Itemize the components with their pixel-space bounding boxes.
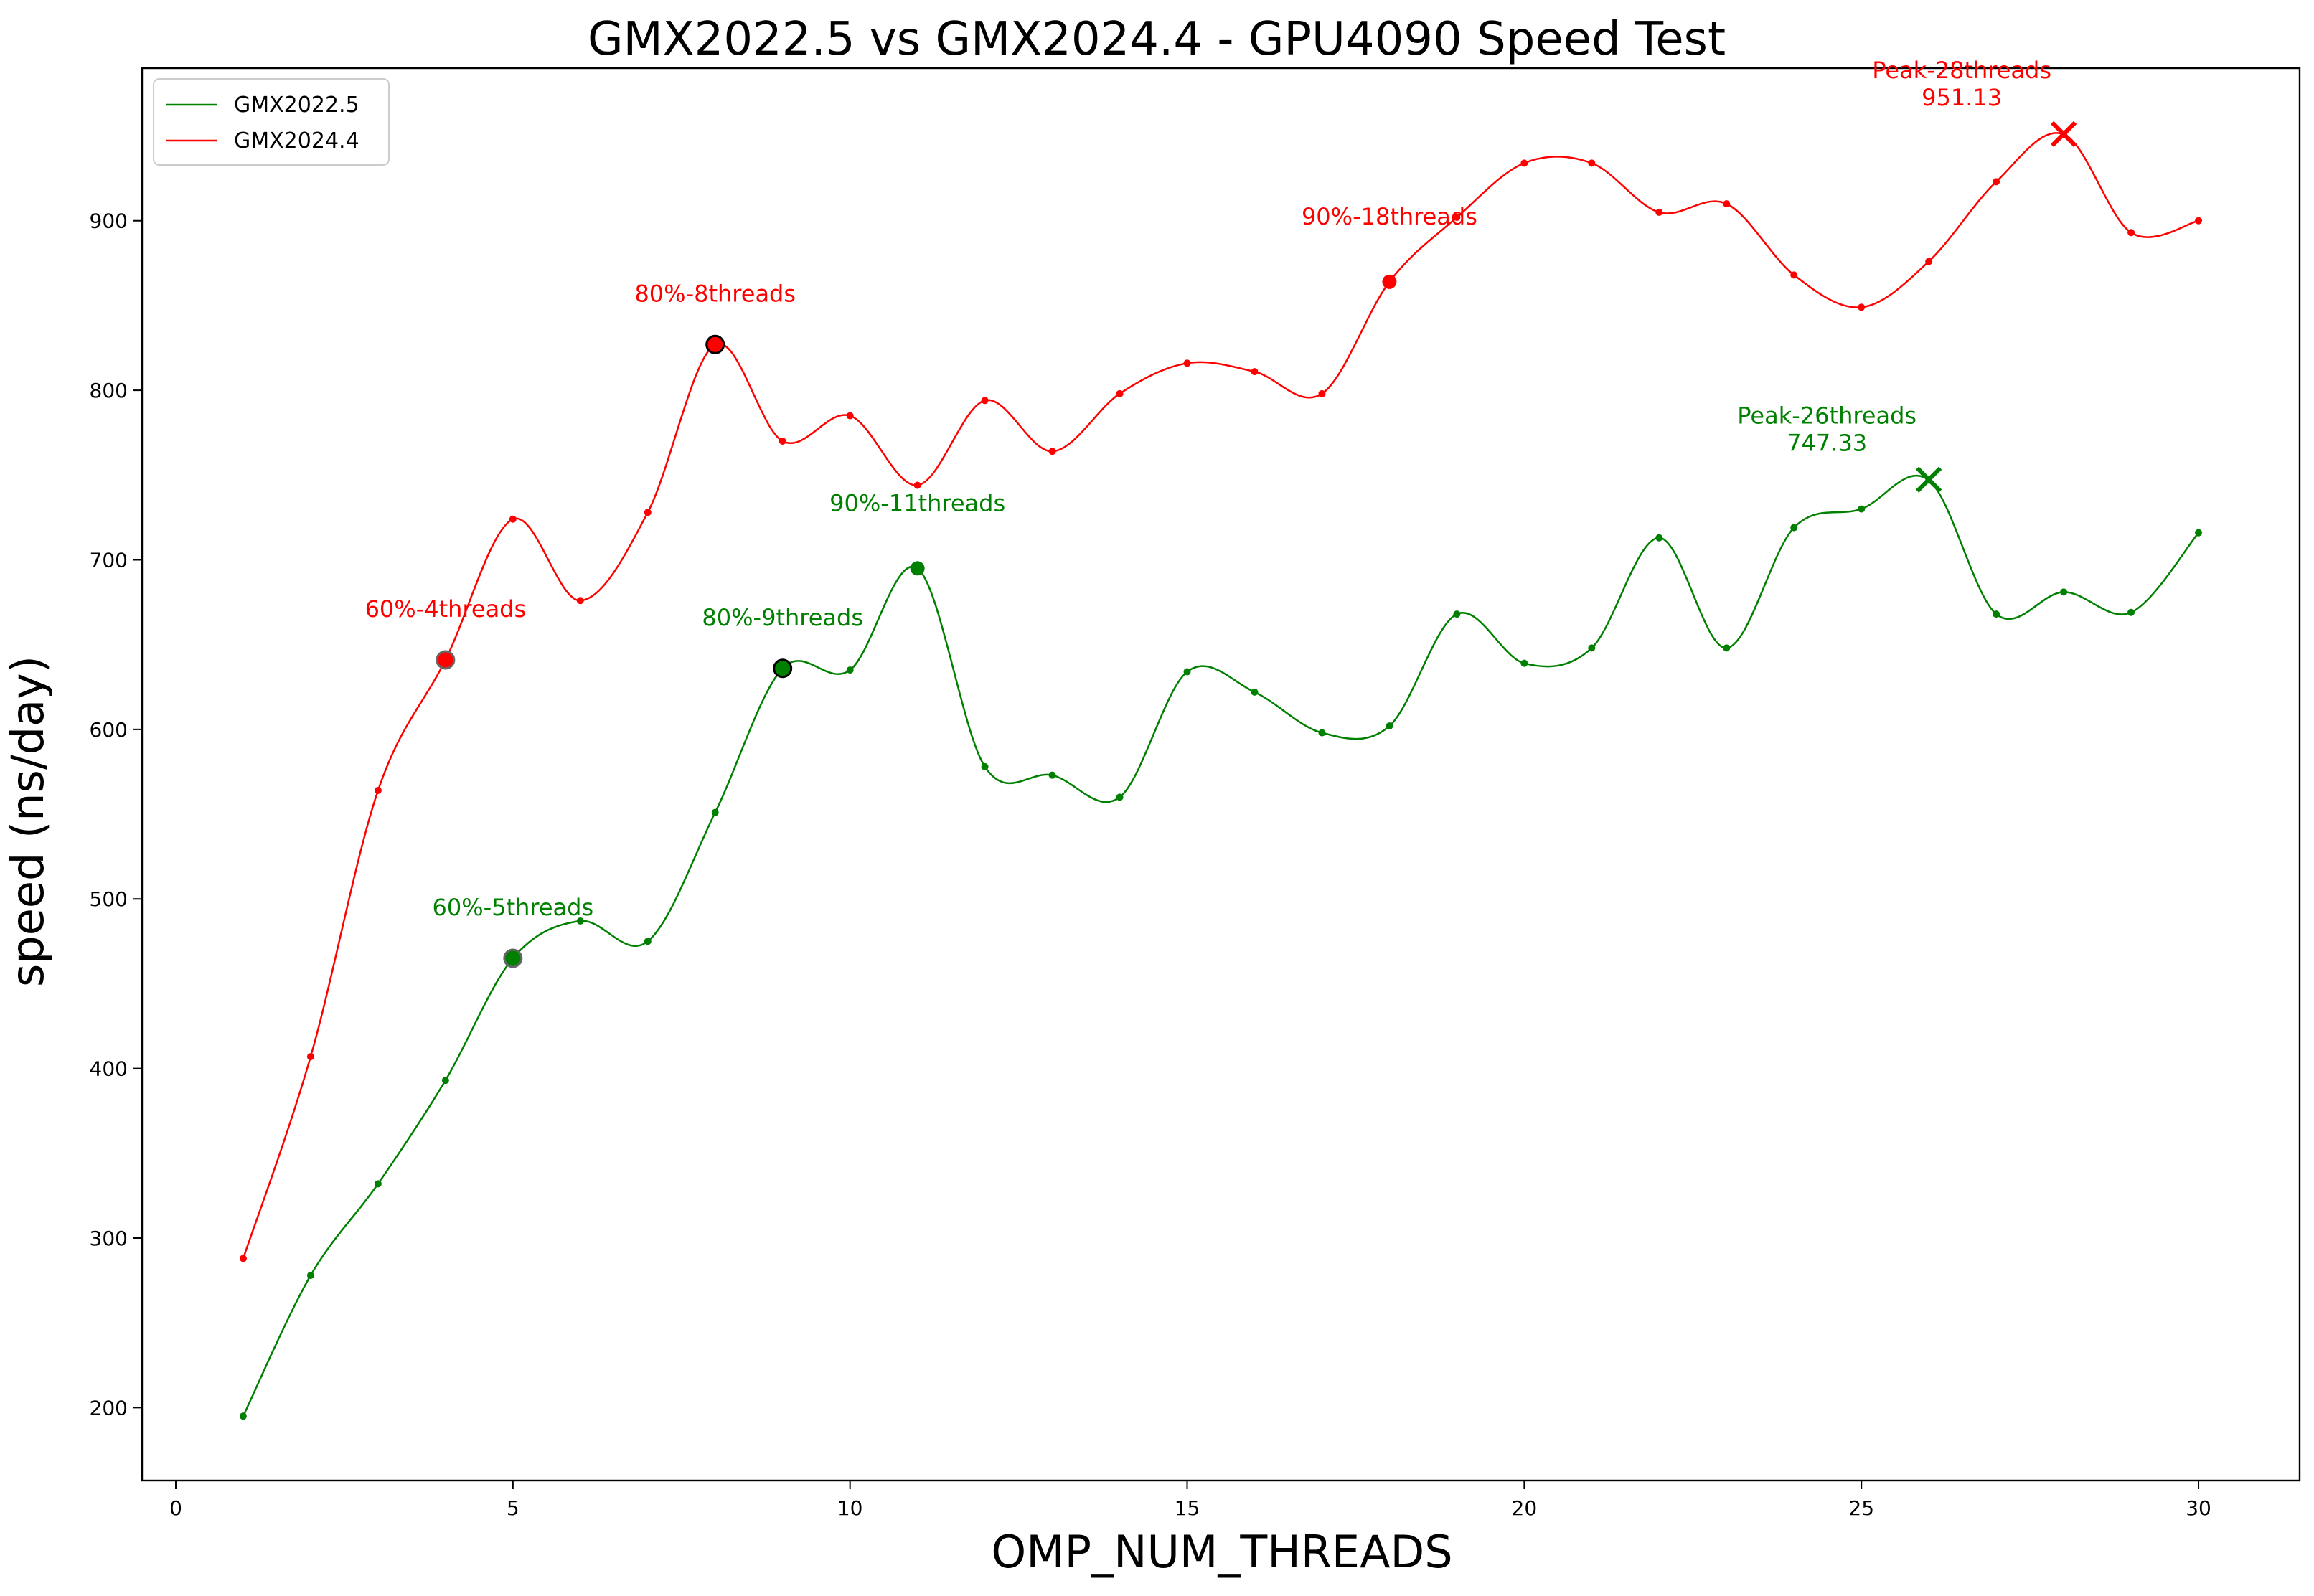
data-point	[2195, 529, 2203, 537]
x-tick-label: 0	[169, 1496, 182, 1520]
data-point	[1183, 668, 1191, 676]
threshold-marker	[910, 561, 925, 576]
annotation-label: 80%-9threads	[702, 604, 863, 631]
data-point	[2060, 588, 2068, 596]
y-tick-label: 800	[90, 379, 128, 402]
annotation-label: Peak-28threads	[1872, 57, 2051, 84]
chart-title: GMX2022.5 vs GMX2024.4 - GPU4090 Speed T…	[588, 13, 1726, 66]
data-point	[1520, 159, 1528, 167]
data-point	[1453, 610, 1461, 618]
y-axis-title: speed (ns/day)	[1, 656, 54, 987]
x-axis-title: OMP_NUM_THREADS	[991, 1526, 1452, 1578]
data-point	[846, 666, 854, 674]
threshold-marker	[705, 334, 725, 354]
data-point	[1048, 771, 1056, 779]
y-tick-label: 400	[90, 1057, 128, 1081]
legend: GMX2022.5 GMX2024.4	[153, 78, 390, 166]
data-point	[1183, 359, 1191, 367]
annotation-label: 60%-4threads	[365, 595, 527, 623]
y-tick-label: 600	[90, 718, 128, 742]
data-point	[1453, 214, 1461, 222]
data-point	[913, 481, 921, 489]
data-point	[576, 917, 584, 925]
x-tick-label: 5	[507, 1496, 519, 1520]
data-point	[1251, 368, 1259, 376]
data-point	[711, 808, 719, 816]
annotation-label: Peak-26threads	[1737, 402, 1916, 430]
data-point	[846, 412, 854, 420]
threshold-marker	[773, 658, 793, 679]
data-point	[1655, 208, 1663, 216]
data-point	[1858, 303, 1866, 311]
data-point	[2127, 229, 2135, 237]
annotation-label: 60%-5threads	[433, 894, 594, 921]
data-point	[2195, 217, 2203, 225]
data-point	[441, 1077, 449, 1085]
data-point	[779, 438, 786, 445]
annotation-label: 90%-11threads	[829, 489, 1005, 516]
annotation-label: 90%-18threads	[1302, 203, 1477, 230]
data-point	[981, 762, 989, 770]
x-tick-label: 15	[1175, 1496, 1200, 1520]
legend-label: GMX2022.5	[234, 93, 359, 118]
annotation-label: 80%-8threads	[634, 280, 796, 307]
data-point	[1723, 200, 1731, 208]
annotation-value: 951.13	[1922, 84, 2002, 111]
data-point	[2127, 608, 2135, 616]
peak-marker	[2050, 121, 2077, 148]
data-point	[306, 1271, 314, 1279]
legend-box	[153, 78, 390, 166]
y-tick-label: 200	[90, 1396, 128, 1420]
x-tick-label: 25	[1848, 1496, 1874, 1520]
peak-marker-stroke	[1916, 466, 1942, 493]
data-point	[981, 397, 989, 405]
plot-frame	[141, 67, 2301, 1482]
data-point	[1790, 524, 1798, 532]
data-point	[576, 597, 584, 605]
data-point	[1318, 389, 1326, 397]
x-tick-label: 30	[2186, 1496, 2211, 1520]
data-point	[1588, 159, 1596, 167]
data-point	[509, 515, 517, 523]
data-point	[1116, 793, 1124, 801]
data-point	[1116, 389, 1124, 397]
data-point	[306, 1053, 314, 1061]
y-tick-label: 700	[90, 548, 128, 572]
data-point	[374, 786, 382, 794]
data-point	[374, 1180, 382, 1188]
y-tick-label: 300	[90, 1227, 128, 1250]
data-point	[644, 509, 652, 516]
threshold-marker	[503, 948, 523, 968]
annotation-value: 747.33	[1787, 430, 1867, 457]
data-point	[1790, 271, 1798, 279]
data-point	[1520, 659, 1528, 667]
data-point	[239, 1255, 247, 1262]
plot-area: 0 5 10 15 20 25 30 200 300 400 500 600 700 800 900 60%-…	[90, 57, 2301, 1520]
data-point	[1386, 722, 1393, 730]
data-point	[1925, 258, 1933, 265]
y-tick-label: 500	[90, 887, 128, 911]
y-tick-label: 900	[90, 209, 128, 233]
data-point	[1993, 610, 2000, 618]
threshold-marker	[436, 650, 456, 670]
data-point	[239, 1412, 247, 1420]
data-point	[1993, 178, 2000, 186]
x-tick-label: 10	[837, 1496, 863, 1520]
threshold-marker	[1382, 274, 1397, 289]
data-point	[1858, 505, 1866, 513]
data-point	[1723, 644, 1731, 652]
data-point	[1251, 688, 1259, 696]
data-point	[1655, 534, 1663, 542]
data-point	[1588, 644, 1596, 652]
data-point	[1048, 448, 1056, 455]
x-tick-label: 20	[1512, 1496, 1538, 1520]
data-point	[1318, 729, 1326, 737]
peak-marker-stroke	[2050, 121, 2077, 148]
peak-marker	[1916, 466, 1942, 493]
legend-label: GMX2024.4	[234, 128, 359, 154]
data-point	[644, 938, 652, 945]
